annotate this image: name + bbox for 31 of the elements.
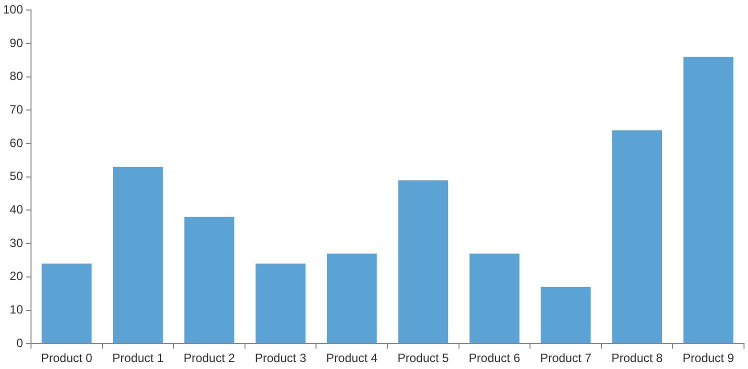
bar [42,264,92,344]
y-tick-label: 30 [10,236,24,250]
bar [470,254,520,344]
x-tick-label: Product 6 [468,351,520,366]
bar [256,264,306,344]
x-tick-label: Product 8 [611,351,664,366]
x-tick-label: Product 2 [184,351,236,366]
x-tick-label: Product 1 [112,351,164,366]
x-tick-label: Product 3 [254,351,307,366]
bar [398,180,448,344]
y-tick-label: 20 [10,269,24,284]
bar [612,130,662,344]
y-tick-label: 40 [10,202,24,217]
y-tick-label: 90 [10,36,24,50]
bar [540,286,591,344]
y-tick-label: 50 [10,169,24,184]
x-tick-label: Product 4 [326,351,378,366]
y-tick-label: 70 [10,102,24,117]
y-tick-label: 100 [2,2,24,17]
x-tick-label: Product 0 [40,351,93,366]
y-tick-label: 0 [16,336,24,350]
y-tick-label: 10 [10,302,24,317]
x-tick-label: Product 9 [682,351,734,366]
bar [184,216,234,344]
x-tick-label: Product 5 [397,351,450,366]
y-tick-label: 60 [10,136,24,150]
x-tick-label: Product 7 [540,351,592,366]
bar [113,166,163,344]
y-tick-label: 80 [10,69,24,84]
bar [326,254,377,344]
bar [683,56,734,344]
